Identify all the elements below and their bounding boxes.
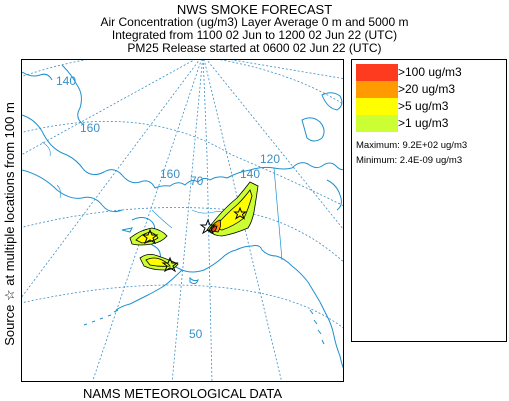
legend-item: >1 ug/m3 (356, 115, 504, 132)
parallel-line (22, 207, 343, 263)
meridian-line (230, 60, 343, 79)
source-location-label: Source ☆ at multiple locations from 100 … (2, 102, 17, 346)
integration-period: Integrated from 1100 02 Jun to 1200 02 J… (111, 28, 398, 42)
forecast-title: NWS SMOKE FORECAST (176, 2, 333, 17)
coastline (326, 179, 342, 211)
grid-label: 50 (189, 327, 203, 341)
coastline (301, 117, 325, 142)
coastline (235, 245, 321, 303)
coastline (154, 176, 228, 189)
grid-label: 140 (240, 167, 260, 181)
star-icon (161, 256, 179, 273)
minimum-value: Minimum: 2.4E-09 ug/m3 (356, 155, 463, 166)
smoke-plumes (129, 181, 259, 271)
release-start: PM25 Release started at 0600 02 Jun 22 (… (127, 41, 382, 55)
coastline (291, 162, 343, 171)
concentration-subtitle: Air Concentration (ug/m3) Layer Average … (100, 15, 409, 29)
meridian-line (92, 60, 202, 381)
graticule (22, 60, 343, 381)
coastline (159, 249, 237, 273)
legend-item: >100 ug/m3 (356, 64, 504, 81)
coastline (22, 114, 156, 189)
legend-label: >20 ug/m3 (398, 82, 456, 96)
parallel-line (22, 284, 343, 329)
smoke-map: 140 160 140 120 70 50 160 (21, 59, 344, 382)
coastline (22, 169, 123, 213)
concentration-legend: >100 ug/m3 >20 ug/m3 >5 ug/m3 >1 ug/m3 M… (351, 59, 507, 342)
coastline (83, 309, 119, 326)
legend-label: >5 ug/m3 (398, 99, 449, 113)
legend-item: >20 ug/m3 (356, 81, 504, 98)
legend-swatch (356, 81, 398, 98)
river-line (56, 184, 61, 199)
legend-label: >100 ug/m3 (398, 65, 462, 79)
parallel-line (22, 60, 343, 105)
coastline (61, 64, 85, 126)
grid-label: 160 (80, 121, 100, 135)
source-markers (141, 206, 247, 273)
grid-labels: 140 160 140 120 70 50 160 (56, 74, 280, 341)
star-icon (141, 228, 159, 245)
coastline (189, 276, 199, 285)
star-icon (199, 218, 217, 235)
plume-level-5 (213, 189, 253, 231)
met-data-label: NAMS METEOROLOGICAL DATA (82, 386, 283, 401)
coastline (115, 269, 183, 311)
coastline (121, 227, 133, 233)
star-icon (233, 206, 247, 220)
coastline (22, 71, 53, 81)
meridian-line (206, 60, 343, 230)
border-line (273, 167, 283, 261)
coastline (321, 92, 343, 111)
grid-label: 140 (56, 74, 76, 88)
legend-label: >1 ug/m3 (398, 116, 449, 130)
legend-item: >5 ug/m3 (356, 98, 504, 115)
coastline (309, 309, 325, 345)
map-canvas: 140 160 140 120 70 50 160 (22, 60, 343, 381)
river-line (41, 141, 51, 157)
meridian-line (22, 60, 200, 298)
meridian-line (171, 60, 203, 381)
grid-label: 160 (160, 167, 180, 181)
legend-swatch (356, 115, 398, 132)
parallel-line (22, 121, 343, 206)
grid-label: 120 (260, 152, 280, 166)
coastline (319, 301, 343, 369)
maximum-value: Maximum: 9.2E+02 ug/m3 (356, 140, 468, 151)
legend-swatch (356, 98, 398, 115)
meridian-line (22, 60, 195, 155)
coastlines (22, 64, 343, 369)
coastline (226, 166, 293, 179)
legend-swatch (356, 64, 398, 81)
river-line (151, 209, 173, 229)
meridian-line (202, 60, 213, 381)
